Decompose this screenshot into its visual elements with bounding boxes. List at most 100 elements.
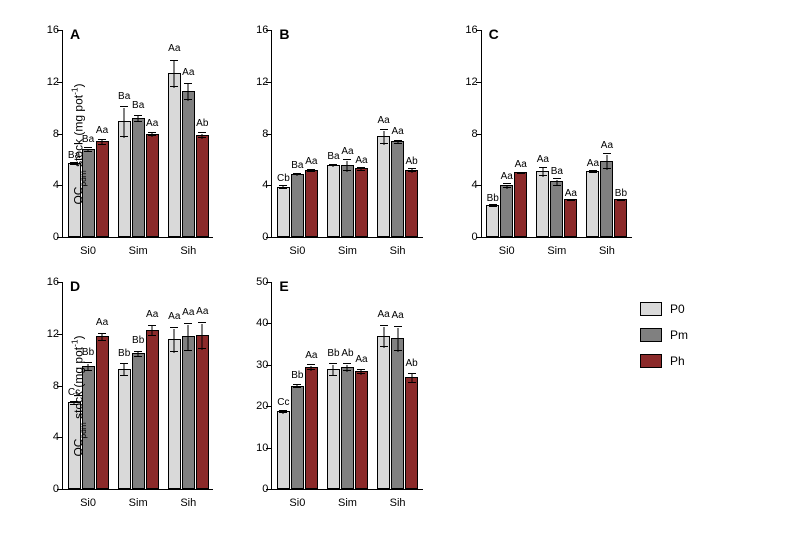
- significance-label: Ba: [551, 166, 563, 177]
- error-cap: [617, 200, 625, 201]
- panel-letter: E: [279, 278, 288, 294]
- error-cap: [170, 351, 178, 352]
- legend-item: P0: [640, 302, 688, 316]
- bar: Ba: [327, 165, 340, 237]
- y-axis-label: OCpdm stock (mg pot-1): [69, 335, 87, 456]
- y-tick-label: 8: [262, 128, 268, 140]
- error-cap: [603, 168, 611, 169]
- error-cap: [279, 410, 287, 411]
- error-cap: [134, 115, 142, 116]
- significance-label: Aa: [377, 115, 389, 126]
- bar: Ba: [291, 174, 304, 237]
- error-cap: [120, 106, 128, 107]
- significance-label: Aa: [355, 155, 367, 166]
- bar: Ba: [550, 181, 563, 237]
- significance-label: Ba: [291, 160, 303, 171]
- significance-label: Aa: [601, 140, 613, 151]
- bar: Ba: [132, 118, 145, 237]
- category-label: Sih: [599, 245, 615, 257]
- error-cap: [394, 326, 402, 327]
- bar: Aa: [196, 335, 209, 489]
- bar-group: BbAbAaSim: [327, 282, 368, 489]
- significance-label: Aa: [565, 188, 577, 199]
- bar: Aa: [514, 172, 527, 237]
- bar-group: AaAaAbSih: [168, 30, 209, 237]
- y-tick-label: 12: [256, 76, 268, 88]
- significance-label: Aa: [587, 158, 599, 169]
- category-label: Si0: [499, 245, 515, 257]
- error-cap: [589, 172, 597, 173]
- bar: Cb: [277, 187, 290, 237]
- significance-label: Aa: [96, 317, 108, 328]
- significance-label: Bb: [615, 188, 627, 199]
- bar: Aa: [341, 165, 354, 237]
- bar: Aa: [377, 136, 390, 237]
- significance-label: Bb: [118, 348, 130, 359]
- error-cap: [380, 346, 388, 347]
- error-bar: [124, 108, 125, 138]
- error-cap: [503, 183, 511, 184]
- bar: Aa: [146, 134, 159, 238]
- error-cap: [184, 323, 192, 324]
- significance-label: Aa: [515, 159, 527, 170]
- y-axis-label: OCpdm stock (mg pot-1): [69, 83, 87, 204]
- panel-letter: B: [279, 26, 289, 42]
- error-cap: [198, 132, 206, 133]
- error-cap: [539, 175, 547, 176]
- error-cap: [603, 153, 611, 154]
- error-cap: [329, 363, 337, 364]
- significance-label: Aa: [305, 350, 317, 361]
- bar: Aa: [182, 336, 195, 489]
- legend-label: Ph: [670, 354, 685, 368]
- bar: Aa: [536, 171, 549, 237]
- error-cap: [198, 322, 206, 323]
- error-cap: [489, 204, 497, 205]
- error-cap: [553, 178, 561, 179]
- bar-group: BbBbAaSim: [118, 282, 159, 489]
- category-label: Si0: [80, 245, 96, 257]
- error-cap: [394, 140, 402, 141]
- y-tick-label: 30: [256, 359, 268, 371]
- y-tick-label: 4: [53, 431, 59, 443]
- error-cap: [503, 187, 511, 188]
- error-cap: [307, 171, 315, 172]
- significance-label: Aa: [305, 156, 317, 167]
- error-cap: [343, 363, 351, 364]
- significance-label: Aa: [168, 43, 180, 54]
- error-bar: [383, 327, 384, 348]
- category-label: Sim: [547, 245, 566, 257]
- error-cap: [408, 171, 416, 172]
- panel-letter: A: [70, 26, 80, 42]
- error-cap: [380, 143, 388, 144]
- error-cap: [134, 121, 142, 122]
- y-tick-label: 0: [53, 483, 59, 495]
- bar: Bb: [118, 369, 131, 489]
- significance-label: Aa: [355, 354, 367, 365]
- y-tick-label: 40: [256, 317, 268, 329]
- legend-label: Pm: [670, 328, 688, 342]
- category-label: Sim: [338, 245, 357, 257]
- error-cap: [134, 351, 142, 352]
- plot-area: 01020304050CcBbAaSi0BbAbAaSimAaAaAbSih: [271, 282, 422, 490]
- bar: Ab: [196, 135, 209, 237]
- error-cap: [517, 173, 525, 174]
- significance-label: Aa: [501, 171, 513, 182]
- error-cap: [184, 83, 192, 84]
- bar-groups: CbBaAaSi0BaAaAaSimAaAaAbSih: [272, 30, 422, 237]
- error-cap: [408, 382, 416, 383]
- error-cap: [408, 373, 416, 374]
- significance-label: Bb: [327, 348, 339, 359]
- legend: P0 Pm Ph: [640, 290, 688, 380]
- panel-E: 01020304050CcBbAaSi0BbAbAaSimAaAaAbSihE: [229, 272, 430, 520]
- category-label: Sim: [129, 245, 148, 257]
- category-label: Sih: [180, 245, 196, 257]
- bar: Bb: [291, 386, 304, 490]
- significance-label: Aa: [168, 311, 180, 322]
- bar: Aa: [377, 336, 390, 489]
- bar: Aa: [96, 336, 109, 489]
- error-cap: [394, 350, 402, 351]
- category-label: Si0: [289, 497, 305, 509]
- y-tick-label: 8: [472, 128, 478, 140]
- significance-label: Ab: [405, 156, 417, 167]
- y-tick-label: 16: [256, 24, 268, 36]
